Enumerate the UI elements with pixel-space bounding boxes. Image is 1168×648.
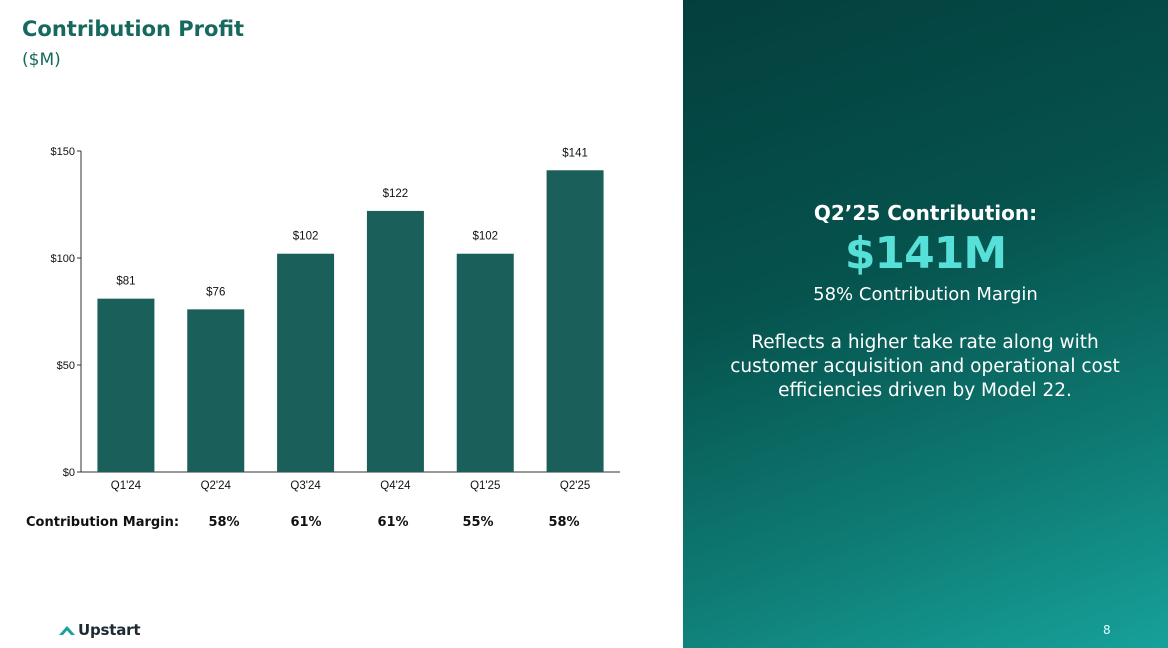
y-tick-label: $100 bbox=[51, 253, 75, 265]
data-label: $81 bbox=[116, 276, 135, 288]
callout-panel: Q2’25 Contribution: $141M 58% Contributi… bbox=[683, 0, 1168, 648]
x-tick-label: Q2'24 bbox=[201, 480, 232, 492]
x-tick-label: Q4'24 bbox=[380, 480, 411, 492]
chart-subtitle: ($M) bbox=[22, 50, 61, 70]
margin-q2-24: 58% bbox=[208, 515, 240, 530]
upstart-logo: Upstart bbox=[58, 621, 141, 639]
data-label: $102 bbox=[472, 231, 498, 243]
bar bbox=[366, 210, 424, 473]
margin-row-label: Contribution Margin: bbox=[26, 515, 180, 530]
bar bbox=[546, 170, 604, 472]
logo-text: Upstart bbox=[78, 621, 141, 639]
data-label: $141 bbox=[562, 147, 588, 159]
bar-chart: $0 $50 $100 $150 $81 Q1'24 $76 Q2'24 $102 Q3'24 $1… bbox=[51, 146, 620, 492]
x-tick-label: Q1'25 bbox=[470, 480, 500, 492]
x-tick-label: Q1'24 bbox=[111, 480, 142, 492]
callout-heading: Q2’25 Contribution: bbox=[813, 201, 1038, 225]
data-label: $122 bbox=[383, 188, 409, 200]
x-tick-label: Q3'24 bbox=[290, 480, 321, 492]
margin-q2-25: 58% bbox=[548, 515, 580, 530]
contribution-margin-row: Contribution Margin: 58% 61% 61% 55% 58% bbox=[0, 515, 683, 535]
margin-q4-24: 61% bbox=[377, 515, 409, 530]
data-label: $76 bbox=[206, 286, 225, 298]
bar bbox=[456, 253, 514, 472]
left-panel: Contribution Profit ($M) $0 $50 $100 $150 $8… bbox=[0, 17, 683, 639]
callout-description: Reflects a higher take rate along with c… bbox=[730, 332, 1120, 401]
callout-value: $141M bbox=[844, 228, 1007, 279]
margin-q1-25: 55% bbox=[462, 515, 494, 530]
chart-title: Contribution Profit bbox=[22, 17, 245, 41]
page-number: 8 bbox=[1103, 623, 1111, 637]
x-tick-label: Q2'25 bbox=[560, 480, 590, 492]
y-tick-label: $50 bbox=[57, 360, 75, 372]
callout-margin: 58% Contribution Margin bbox=[813, 284, 1038, 305]
margin-q3-24: 61% bbox=[290, 515, 322, 530]
data-label: $102 bbox=[293, 231, 319, 243]
upstart-logo-icon bbox=[59, 626, 75, 635]
bar bbox=[187, 309, 245, 472]
bar bbox=[277, 253, 335, 472]
y-tick-label: $0 bbox=[63, 467, 75, 479]
bar bbox=[97, 298, 155, 472]
y-tick-label: $150 bbox=[51, 146, 75, 158]
